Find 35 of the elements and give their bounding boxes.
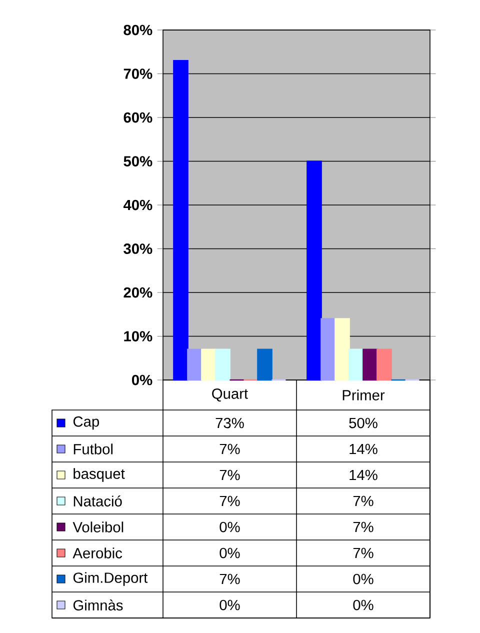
y-tick-label: 80%: [124, 24, 152, 36]
data-label: 7%: [353, 496, 374, 506]
y-tick-label: 60%: [124, 112, 152, 123]
x-tick-label: Primer: [342, 390, 385, 400]
y-tick-label: 50%: [124, 156, 152, 166]
x-tick-label: Quart: [212, 388, 248, 402]
data-label: 0%: [220, 522, 240, 532]
data-label: 50%: [349, 418, 378, 428]
data-label: 0%: [353, 600, 374, 610]
legend-label: Cap: [73, 416, 99, 430]
legend-label: Natació: [74, 496, 122, 506]
legend-label: basquet: [74, 468, 125, 482]
y-tick-label: 30%: [124, 244, 152, 254]
legend-label: Voleibol: [72, 522, 124, 532]
data-label: 7%: [220, 574, 240, 584]
y-tick-label: 0%: [132, 374, 152, 386]
data-label: 7%: [220, 470, 240, 480]
y-tick-label: 40%: [123, 200, 152, 210]
legend-label: Aerobic: [72, 548, 122, 558]
legend-label: Gim.Deport: [73, 572, 148, 586]
data-label: 7%: [220, 444, 240, 454]
data-label: 7%: [353, 522, 374, 532]
y-tick-label: 10%: [124, 331, 152, 342]
legend-label: Gimnàs: [73, 600, 123, 610]
data-label: 7%: [353, 548, 374, 558]
data-label: 0%: [220, 548, 240, 558]
data-label: 73%: [216, 418, 244, 428]
y-tick-label: 20%: [124, 287, 152, 298]
data-label: 0%: [220, 600, 240, 610]
y-tick-label: 70%: [124, 68, 152, 79]
data-label: 0%: [353, 574, 374, 584]
data-label: 14%: [350, 470, 378, 480]
data-label: 14%: [350, 444, 378, 454]
data-label: 7%: [220, 496, 240, 506]
legend-label: Futbol: [74, 444, 112, 454]
